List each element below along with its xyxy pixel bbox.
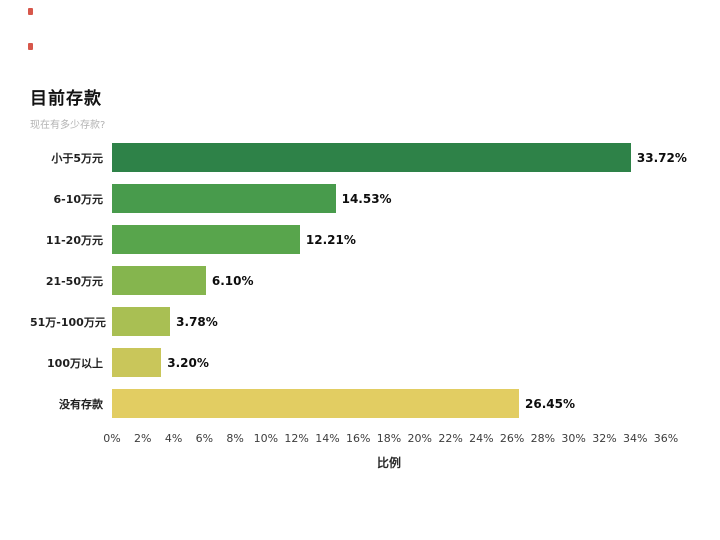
category-label: 没有存款 (59, 397, 103, 411)
bar-value: 26.45% (525, 396, 576, 411)
category-label: 小于5万元 (51, 151, 103, 165)
x-tick: 14% (315, 432, 340, 445)
x-axis: 0% 2% 4% 6% 8% 10% 12% 14% 16% 18% 20% 22% 24% 26% 28%… (103, 432, 678, 448)
bar-value: 3.20% (167, 355, 209, 370)
x-axis-row: 0% 2% 4% 6% 8% 10% 12% 14% 16% 18% 20% 22% 24% 26% 28%… (30, 432, 678, 448)
x-axis-label: 比例 (376, 456, 401, 470)
bar-row: 100万以上 3.20% (30, 342, 666, 383)
bar-track: 6.10% (112, 266, 666, 295)
bar-value: 12.21% (305, 232, 356, 247)
x-axis-label-row: 比例 (30, 454, 666, 471)
x-tick: 18% (376, 432, 402, 445)
axis-spacer (30, 432, 112, 448)
bar-row: 21-50万元 6.10% (30, 260, 666, 301)
chart-title: 目前存款 (30, 89, 102, 109)
bar (112, 143, 631, 172)
bar-value: 6.10% (211, 273, 254, 288)
bar-row: 6-10万元 14.53% (30, 178, 666, 219)
bar (112, 389, 520, 418)
red-artifact-mark (28, 8, 33, 15)
x-tick: 36% (653, 432, 679, 445)
x-tick: 6% (195, 432, 214, 445)
bar-row: 11-20万元 12.21% (30, 219, 666, 260)
category-label: 21-50万元 (45, 274, 103, 288)
bar-row: 没有存款 26.45% (30, 383, 666, 424)
bar (112, 307, 171, 336)
x-tick: 32% (592, 432, 617, 445)
bar-track: 14.53% (112, 184, 666, 213)
axis-spacer (30, 454, 112, 471)
x-tick: 8% (226, 432, 244, 445)
category-label: 100万以上 (47, 356, 103, 370)
x-tick: 16% (345, 432, 371, 445)
x-tick: 34% (622, 432, 648, 445)
x-tick: 0% (103, 432, 121, 445)
savings-bar-chart: 目前存款 现在有多少存款? 小于5万元 33.72% 6-10万元 14.53% 11-… (30, 84, 687, 471)
chart-subtitle: 现在有多少存款? (30, 120, 106, 131)
category-label: 11-20万元 (45, 233, 103, 247)
x-tick: 20% (407, 432, 432, 445)
bar (112, 348, 162, 377)
category-label: 6-10万元 (53, 192, 103, 206)
plot-area: 小于5万元 33.72% 6-10万元 14.53% 11-20万元 12.21% 21-5… (30, 137, 687, 424)
bar-track: 33.72% (112, 143, 687, 172)
bar (112, 225, 300, 254)
x-tick: 28% (530, 432, 556, 445)
red-artifact-mark (28, 43, 33, 50)
bar (112, 184, 336, 213)
x-tick: 24% (469, 432, 494, 445)
bar-value: 3.78% (176, 314, 218, 329)
x-tick: 12% (284, 432, 309, 445)
bar (112, 266, 206, 295)
x-tick: 26% (499, 432, 525, 445)
bar-value: 14.53% (341, 191, 392, 206)
x-tick: 4% (164, 432, 183, 445)
category-label: 51万-100万元 (30, 315, 106, 329)
x-tick: 22% (438, 432, 463, 445)
bar-track: 3.20% (112, 348, 666, 377)
x-tick: 30% (561, 432, 586, 445)
x-tick: 2% (134, 432, 152, 445)
bar-value: 33.72% (636, 150, 687, 165)
bar-track: 12.21% (112, 225, 666, 254)
bar-track: 3.78% (112, 307, 666, 336)
x-tick: 10% (253, 432, 279, 445)
bar-track: 26.45% (112, 389, 666, 418)
bar-row: 小于5万元 33.72% (30, 137, 687, 178)
bar-row: 51万-100万元 3.78% (30, 301, 666, 342)
